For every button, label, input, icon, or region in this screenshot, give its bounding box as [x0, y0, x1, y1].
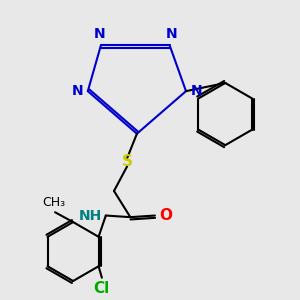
- Text: N: N: [166, 27, 177, 41]
- Text: S: S: [122, 154, 133, 169]
- Text: NH: NH: [79, 208, 102, 223]
- Text: Cl: Cl: [94, 281, 110, 296]
- Text: N: N: [94, 27, 105, 41]
- Text: CH₃: CH₃: [42, 196, 65, 209]
- Text: N: N: [191, 84, 203, 98]
- Text: N: N: [71, 84, 83, 98]
- Text: O: O: [159, 208, 172, 223]
